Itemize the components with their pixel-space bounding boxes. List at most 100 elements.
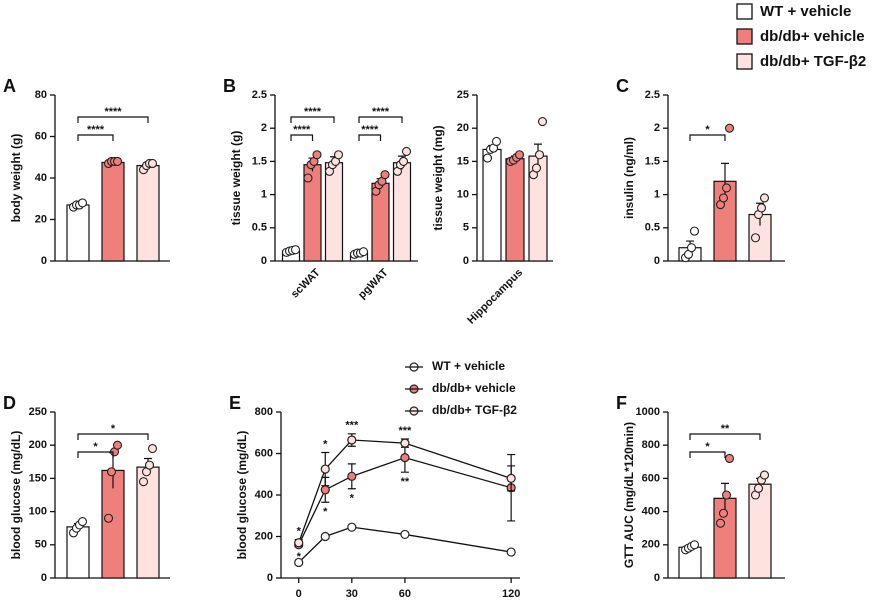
legend-swatch	[736, 28, 753, 45]
y-tick-label: 200	[29, 439, 47, 451]
data-point	[320, 485, 330, 495]
y-tick-label: 80	[35, 89, 47, 101]
y-tick-label: 1.5	[645, 155, 660, 167]
data-point	[106, 467, 117, 477]
y-tick-label: 2.5	[252, 89, 267, 101]
data-point	[294, 557, 304, 568]
data-point	[537, 117, 548, 127]
data-point	[147, 443, 158, 454]
y-tick-label: 40	[35, 172, 47, 184]
significance-bracket	[358, 116, 403, 123]
data-point	[112, 440, 123, 450]
data-point	[491, 136, 502, 147]
y-tick-label: 200	[642, 539, 660, 551]
significance-label: ****	[361, 124, 379, 136]
data-point	[724, 123, 735, 133]
significance-bracket	[290, 134, 314, 141]
significance-label: ***	[345, 420, 359, 432]
panel-label: C	[616, 76, 629, 96]
panel-label: E	[229, 393, 241, 413]
y-axis-label: body weight (g)	[9, 134, 23, 223]
y-tick-label: 600	[255, 447, 273, 459]
y-tick-label: 0	[261, 255, 267, 267]
y-tick-label: 800	[255, 406, 273, 418]
significance-bracket	[290, 116, 335, 123]
y-tick-label: 15	[457, 155, 469, 167]
y-tick-label: 0	[41, 255, 47, 267]
data-point	[724, 453, 735, 464]
data-point	[294, 538, 304, 548]
significance-bracket	[689, 451, 726, 458]
y-tick-label: 0	[267, 572, 273, 584]
y-tick-label: 0.5	[252, 222, 267, 234]
data-point	[347, 471, 357, 481]
data-point	[753, 483, 764, 493]
data-point	[506, 547, 516, 557]
legend-label: db/db+ TGF-β2	[432, 403, 517, 417]
data-point	[312, 150, 322, 160]
data-point	[718, 508, 729, 518]
significance-label: ****	[293, 124, 311, 136]
data-point	[138, 477, 149, 487]
data-point	[514, 150, 525, 160]
data-point	[400, 529, 410, 540]
data-point	[400, 453, 410, 463]
y-tick-label: 250	[29, 406, 47, 418]
data-point	[320, 531, 330, 542]
y-tick-label: 0.5	[645, 222, 660, 234]
significance-bracket	[77, 134, 114, 141]
data-point	[380, 170, 390, 180]
y-tick-label: 800	[642, 439, 660, 451]
data-point	[112, 156, 123, 166]
significance-label: *	[350, 493, 355, 505]
y-tick-label: 10	[457, 189, 469, 201]
y-tick-label: 2	[261, 122, 267, 134]
legend-label: WT + vehicle	[760, 3, 851, 20]
data-point	[347, 435, 357, 445]
significance-label: ****	[304, 106, 322, 118]
data-point	[689, 540, 700, 550]
bar	[505, 158, 525, 262]
significance-label: *	[705, 441, 710, 453]
significance-label: *	[93, 441, 98, 453]
significance-label: ***	[399, 425, 413, 437]
data-point	[756, 203, 767, 213]
y-tick-label: 0	[654, 255, 660, 267]
significance-label: *	[705, 124, 710, 136]
y-axis-label: GTT AUC (mg/dL*120min)	[622, 422, 636, 568]
y-tick-label: 60	[35, 130, 47, 142]
x-tick-label: pgWAT	[356, 266, 391, 301]
data-point	[333, 150, 344, 160]
data-point	[144, 460, 155, 470]
data-point	[400, 438, 410, 448]
data-point	[759, 193, 770, 203]
legend-label: db/db+ TGF-β2	[760, 53, 866, 70]
data-point	[534, 150, 545, 160]
bar	[101, 161, 125, 262]
y-tick-label: 0	[41, 572, 47, 584]
data-point	[715, 518, 726, 528]
data-point	[531, 163, 542, 173]
significance-label: *	[297, 551, 302, 563]
panel-label: B	[223, 76, 236, 96]
y-tick-label: 5	[463, 222, 469, 234]
bar	[66, 204, 90, 262]
significance-label: **	[401, 476, 410, 488]
data-point	[77, 517, 88, 527]
data-point	[721, 183, 732, 193]
data-point	[759, 470, 770, 480]
x-tick-label: 120	[502, 588, 520, 600]
significance-label: ****	[87, 124, 105, 136]
data-point	[482, 153, 493, 163]
legend-swatch	[736, 53, 753, 70]
data-point	[347, 522, 357, 532]
y-tick-label: 1	[261, 189, 267, 201]
significance-label: ****	[104, 106, 122, 118]
data-point	[290, 245, 301, 255]
significance-label: *	[297, 526, 302, 538]
significance-bracket	[689, 134, 726, 141]
data-point	[686, 243, 697, 253]
y-tick-label: 20	[35, 213, 47, 225]
data-point	[77, 198, 88, 208]
